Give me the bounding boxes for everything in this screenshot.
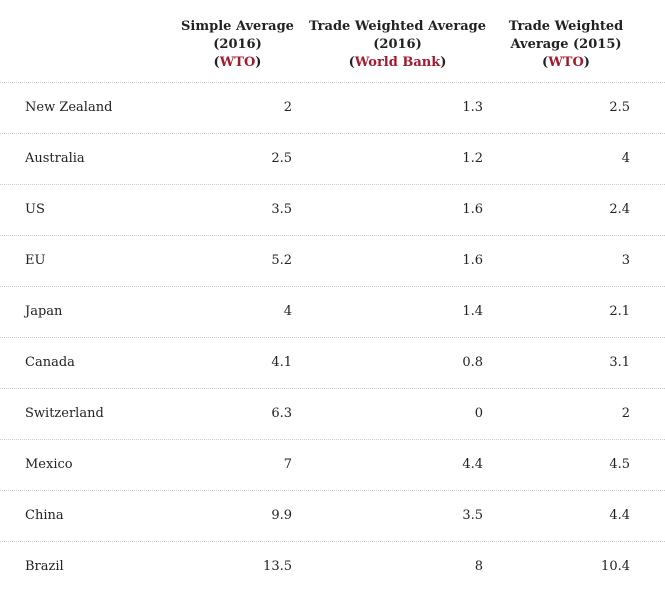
header-line: (2016) bbox=[213, 37, 262, 52]
weighted-2015-cell: 4.5 bbox=[609, 457, 630, 472]
weighted-2015-cell: 4.4 bbox=[609, 508, 630, 523]
header-line: Average (2015) bbox=[510, 37, 622, 52]
simple-average-cell: 2 bbox=[283, 100, 292, 115]
table-header: Simple Average (2016) (WTO) Trade Weight… bbox=[0, 0, 665, 83]
table-row: Canada 4.1 0.8 3.1 bbox=[0, 338, 665, 389]
weighted-2016-cell: 1.4 bbox=[462, 304, 483, 319]
header-line: (2016) bbox=[373, 37, 422, 52]
header-line: Trade Weighted Average bbox=[308, 19, 487, 34]
weighted-2015-cell: 4 bbox=[621, 151, 630, 166]
weighted-2016-cell: 0 bbox=[474, 406, 483, 421]
weighted-2015-cell: 2.4 bbox=[609, 202, 630, 217]
header-line: Trade Weighted bbox=[508, 19, 624, 34]
country-cell: US bbox=[25, 202, 45, 217]
header-source: (World Bank) bbox=[348, 55, 447, 70]
weighted-2016-cell: 1.3 bbox=[462, 100, 483, 115]
source-link-wto[interactable]: WTO bbox=[548, 55, 584, 70]
table-row: New Zealand 2 1.3 2.5 bbox=[0, 83, 665, 134]
weighted-2016-cell: 1.2 bbox=[462, 151, 483, 166]
country-cell: Canada bbox=[25, 355, 75, 370]
simple-average-cell: 2.5 bbox=[271, 151, 292, 166]
weighted-2016-cell: 1.6 bbox=[462, 202, 483, 217]
weighted-2016-cell: 3.5 bbox=[462, 508, 483, 523]
country-cell: New Zealand bbox=[25, 100, 113, 115]
weighted-2016-cell: 8 bbox=[474, 559, 483, 574]
header-line: Simple Average bbox=[181, 19, 294, 34]
weighted-2016-cell: 4.4 bbox=[462, 457, 483, 472]
weighted-2016-cell: 1.6 bbox=[462, 253, 483, 268]
table-row: Mexico 7 4.4 4.5 bbox=[0, 440, 665, 491]
simple-average-cell: 13.5 bbox=[263, 559, 292, 574]
table-row: Australia 2.5 1.2 4 bbox=[0, 134, 665, 185]
weighted-2015-cell: 2 bbox=[621, 406, 630, 421]
weighted-2015-cell: 3.1 bbox=[609, 355, 630, 370]
country-cell: Brazil bbox=[25, 559, 64, 574]
simple-average-cell: 5.2 bbox=[271, 253, 292, 268]
header-simple-average: Simple Average (2016) (WTO) bbox=[170, 18, 305, 72]
country-cell: Australia bbox=[25, 151, 85, 166]
simple-average-cell: 4 bbox=[283, 304, 292, 319]
simple-average-cell: 9.9 bbox=[271, 508, 292, 523]
header-source: (WTO) bbox=[542, 55, 590, 70]
weighted-2015-cell: 3 bbox=[621, 253, 630, 268]
source-link-wto[interactable]: WTO bbox=[219, 55, 256, 70]
weighted-2015-cell: 2.1 bbox=[609, 304, 630, 319]
table-row: US 3.5 1.6 2.4 bbox=[0, 185, 665, 236]
table-row: China 9.9 3.5 4.4 bbox=[0, 491, 665, 542]
table-row: Japan 4 1.4 2.1 bbox=[0, 287, 665, 338]
country-cell: China bbox=[25, 508, 64, 523]
country-cell: EU bbox=[25, 253, 46, 268]
tariff-table: Simple Average (2016) (WTO) Trade Weight… bbox=[0, 0, 665, 592]
simple-average-cell: 4.1 bbox=[271, 355, 292, 370]
header-source: (WTO) bbox=[213, 55, 262, 70]
header-trade-weighted-2015: Trade Weighted Average (2015) (WTO) bbox=[500, 18, 632, 72]
weighted-2015-cell: 2.5 bbox=[609, 100, 630, 115]
weighted-2015-cell: 10.4 bbox=[601, 559, 630, 574]
simple-average-cell: 3.5 bbox=[271, 202, 292, 217]
table-row: Brazil 13.5 8 10.4 bbox=[0, 542, 665, 592]
weighted-2016-cell: 0.8 bbox=[462, 355, 483, 370]
source-link-world-bank[interactable]: World Bank bbox=[354, 55, 441, 70]
header-trade-weighted-2016: Trade Weighted Average (2016) (World Ban… bbox=[305, 18, 490, 72]
simple-average-cell: 6.3 bbox=[271, 406, 292, 421]
table-row: Switzerland 6.3 0 2 bbox=[0, 389, 665, 440]
country-cell: Switzerland bbox=[25, 406, 104, 421]
country-cell: Mexico bbox=[25, 457, 73, 472]
country-cell: Japan bbox=[25, 304, 63, 319]
simple-average-cell: 7 bbox=[283, 457, 292, 472]
table-row: EU 5.2 1.6 3 bbox=[0, 236, 665, 287]
